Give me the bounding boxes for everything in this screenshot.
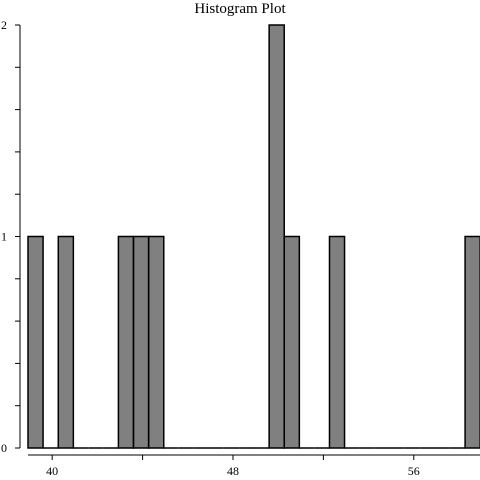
histogram-bar-29: [464, 235, 480, 449]
histogram-bar-0: [27, 235, 44, 449]
histogram-bar-8: [147, 235, 165, 449]
chart-title: Histogram Plot: [194, 1, 286, 17]
histogram-bar-7: [132, 235, 150, 449]
y-tick-label-5: 1: [1, 230, 7, 244]
y-tick-label-10: 2: [1, 18, 7, 32]
x-tick-label-2: 48: [227, 464, 239, 478]
histogram-bar-16: [268, 24, 285, 449]
histogram-bar-6: [117, 235, 135, 449]
x-tick-label-4: 56: [408, 464, 420, 478]
y-tick-label-0: 0: [1, 441, 7, 455]
histogram-bar-20: [328, 235, 346, 449]
histogram-bar-2: [57, 235, 75, 449]
histogram-bar-17: [283, 235, 301, 449]
x-tick-label-0: 40: [46, 464, 58, 478]
bars-group: [27, 24, 480, 449]
axes-group: 0 1 2 40 48 56: [1, 18, 480, 478]
